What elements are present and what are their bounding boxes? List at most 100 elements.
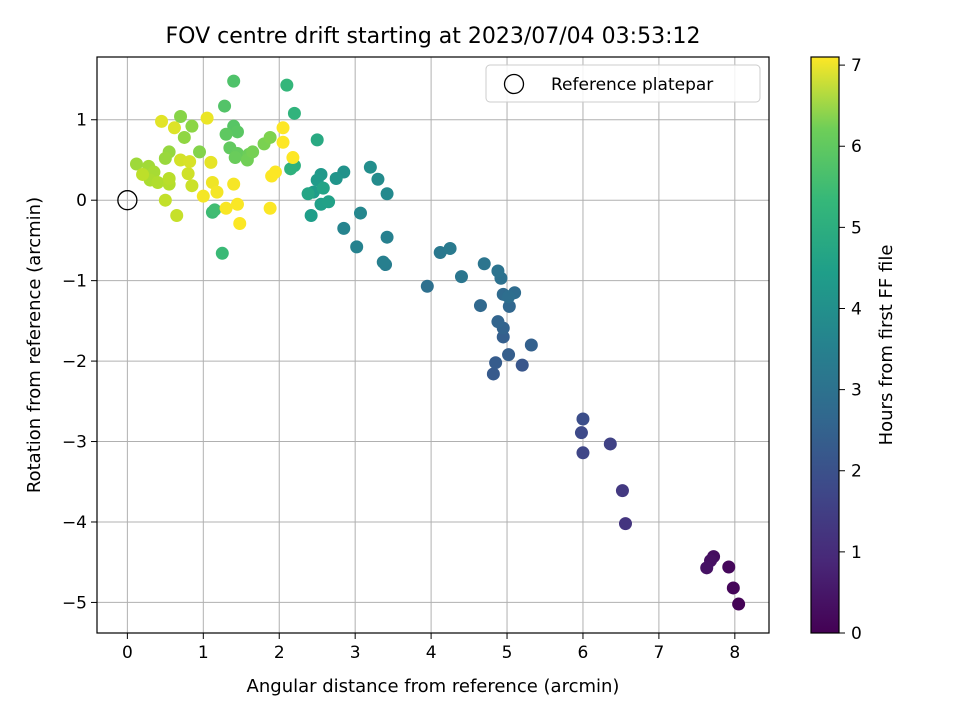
plot-frame — [96, 56, 770, 634]
data-point — [287, 106, 301, 120]
data-point — [502, 290, 516, 304]
data-points — [129, 74, 746, 611]
data-point — [489, 356, 503, 370]
data-point — [732, 597, 746, 611]
data-point — [420, 279, 434, 293]
data-point — [181, 167, 195, 181]
y-axis-ticks: 1 0 −1 −2 −3 −4 −5 — [62, 111, 97, 613]
data-point — [196, 189, 210, 203]
data-point — [151, 175, 165, 189]
data-point — [353, 206, 367, 220]
data-point — [170, 208, 184, 222]
colorbar-ticks: 0 1 2 3 4 5 6 7 — [839, 56, 862, 644]
y-axis-label: Rotation from reference (arcmin) — [24, 197, 45, 493]
data-point — [204, 155, 218, 169]
colorbar-tick-label: 0 — [851, 624, 862, 644]
data-point — [433, 245, 447, 259]
data-point — [210, 185, 224, 199]
data-point — [473, 299, 487, 313]
data-point — [491, 264, 505, 278]
data-point — [280, 78, 294, 92]
grid-lines — [97, 57, 769, 633]
data-point — [155, 114, 169, 128]
data-point — [304, 208, 318, 222]
data-point — [574, 426, 588, 440]
x-tick-label: 5 — [502, 643, 513, 663]
y-tick-label: −1 — [62, 272, 87, 292]
colorbar-tick-label: 6 — [851, 137, 862, 157]
x-tick-label: 3 — [350, 643, 361, 663]
data-point — [380, 187, 394, 201]
data-point — [158, 151, 172, 165]
data-point — [603, 437, 617, 451]
y-tick-label: −4 — [62, 513, 87, 533]
colorbar-tick-label: 5 — [851, 218, 862, 238]
data-point — [177, 130, 191, 144]
data-point — [158, 193, 172, 207]
data-point — [205, 175, 219, 189]
data-point — [350, 240, 364, 254]
x-tick-label: 0 — [122, 643, 133, 663]
data-point — [310, 133, 324, 147]
data-point — [576, 446, 590, 460]
data-point — [454, 270, 468, 284]
data-point — [167, 121, 181, 135]
data-point — [233, 217, 247, 231]
reference-platepar-marker — [117, 190, 138, 211]
legend-reference-marker — [503, 73, 525, 95]
data-point — [227, 74, 241, 88]
data-point — [502, 299, 516, 313]
data-point — [376, 255, 390, 269]
data-point — [524, 338, 538, 352]
data-point — [371, 172, 385, 186]
colorbar: 0 1 2 3 4 5 6 7 Hours from first FF file — [810, 56, 897, 644]
legend: Reference platepar — [485, 64, 761, 103]
y-tick-label: −2 — [62, 352, 87, 372]
data-point — [227, 177, 241, 191]
data-point — [322, 195, 336, 209]
y-tick-label: 0 — [76, 191, 87, 211]
colorbar-frame — [810, 56, 840, 634]
legend-label: Reference platepar — [551, 75, 713, 95]
y-tick-label: 1 — [76, 111, 87, 131]
data-point — [218, 99, 232, 113]
data-point — [276, 135, 290, 149]
data-point — [486, 367, 500, 381]
data-point — [337, 221, 351, 235]
data-point — [443, 241, 457, 255]
data-point — [286, 151, 300, 165]
data-point — [329, 171, 343, 185]
x-tick-label: 1 — [198, 643, 209, 663]
y-tick-label: −5 — [62, 593, 87, 613]
data-point — [284, 162, 298, 176]
data-point — [301, 187, 315, 201]
colorbar-tick-label: 4 — [851, 299, 862, 319]
data-point — [246, 145, 260, 159]
x-tick-label: 7 — [653, 643, 664, 663]
data-point — [136, 167, 150, 181]
data-point — [230, 197, 244, 211]
x-axis-ticks: 0 1 2 3 4 5 6 7 8 — [122, 633, 740, 663]
reference-marker-group — [117, 190, 138, 211]
x-tick-label: 6 — [578, 643, 589, 663]
chart-title: FOV centre drift starting at 2023/07/04 … — [166, 24, 701, 49]
colorbar-tick-label: 1 — [851, 543, 862, 563]
data-point — [515, 358, 529, 372]
y-tick-label: −3 — [62, 433, 87, 453]
x-tick-label: 2 — [274, 643, 285, 663]
data-point — [185, 179, 199, 193]
data-point — [208, 203, 222, 217]
colorbar-tick-label: 2 — [851, 462, 862, 482]
data-point — [477, 257, 491, 271]
data-point — [722, 560, 736, 574]
data-point — [215, 246, 229, 260]
data-point — [193, 145, 207, 159]
data-point — [576, 412, 590, 426]
data-point — [268, 165, 282, 179]
x-tick-label: 8 — [729, 643, 740, 663]
data-point — [228, 151, 242, 165]
data-point — [185, 119, 199, 133]
x-tick-label: 4 — [426, 643, 437, 663]
colorbar-gradient — [811, 57, 839, 633]
